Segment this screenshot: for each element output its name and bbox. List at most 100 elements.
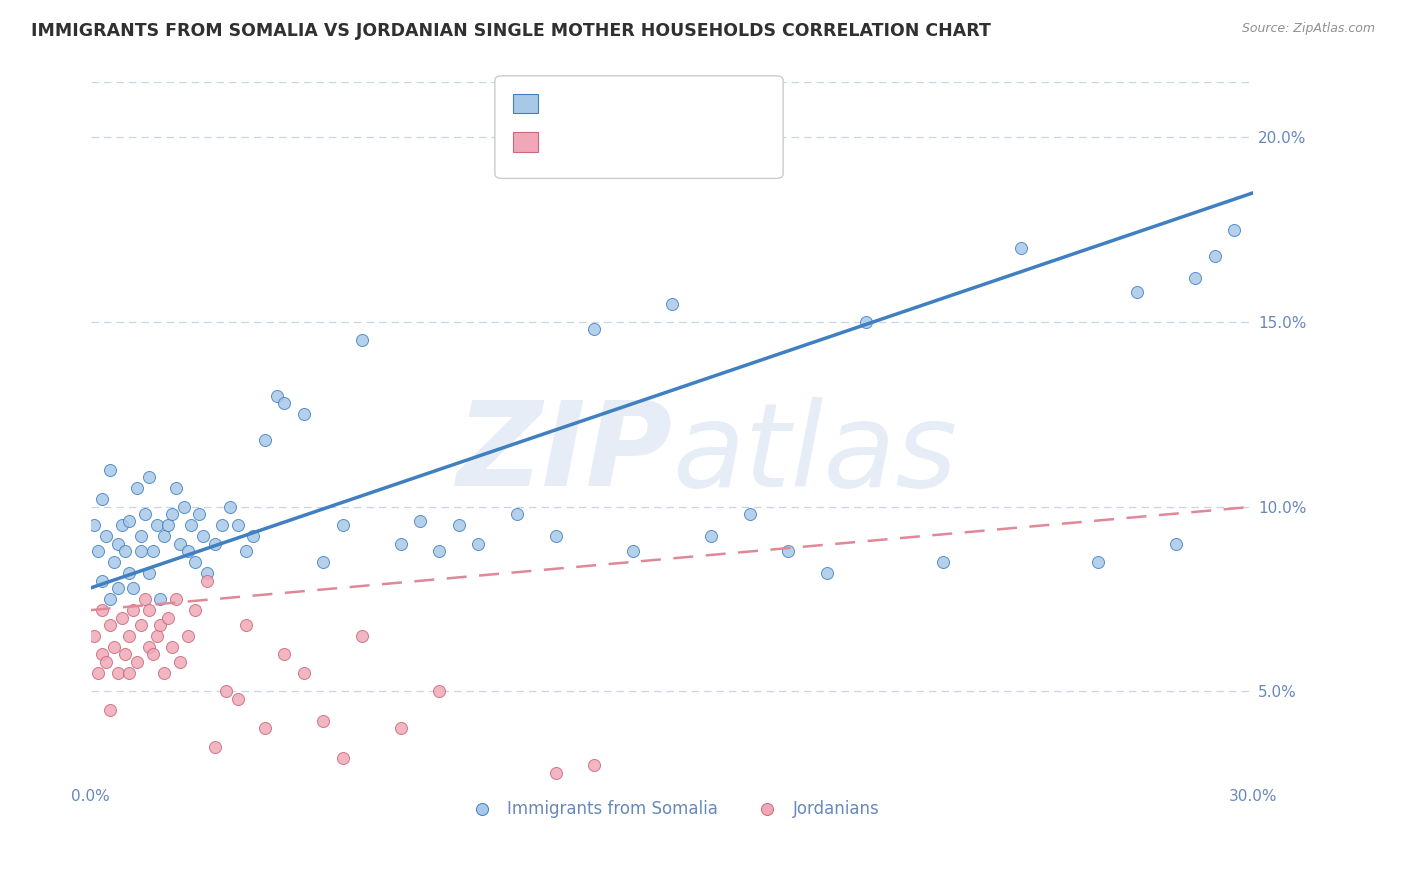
Point bbox=[700, 529, 723, 543]
Point bbox=[389, 722, 412, 736]
Point bbox=[142, 648, 165, 662]
Point bbox=[273, 396, 295, 410]
Point bbox=[129, 544, 152, 558]
Text: R =  0.149: R = 0.149 bbox=[547, 132, 643, 150]
Point bbox=[149, 618, 172, 632]
Point bbox=[204, 739, 226, 754]
Point bbox=[91, 492, 114, 507]
Point bbox=[103, 555, 125, 569]
Point bbox=[778, 544, 800, 558]
Point bbox=[855, 315, 877, 329]
Point bbox=[98, 618, 121, 632]
Point bbox=[429, 544, 451, 558]
Point bbox=[1010, 241, 1032, 255]
Point bbox=[661, 296, 683, 310]
Point bbox=[145, 518, 167, 533]
Point bbox=[160, 507, 183, 521]
Point bbox=[153, 529, 176, 543]
Point bbox=[1164, 536, 1187, 550]
Point bbox=[127, 481, 149, 495]
Point bbox=[350, 334, 373, 348]
Point bbox=[292, 665, 315, 680]
Point bbox=[184, 555, 207, 569]
Point bbox=[544, 765, 567, 780]
Point bbox=[235, 618, 257, 632]
Point bbox=[134, 507, 156, 521]
Point bbox=[242, 529, 264, 543]
Point bbox=[142, 544, 165, 558]
Text: N = 72: N = 72 bbox=[652, 94, 716, 112]
Point bbox=[204, 536, 226, 550]
Point bbox=[195, 574, 218, 588]
Text: ZIP: ZIP bbox=[456, 396, 672, 511]
Point bbox=[312, 555, 335, 569]
Point bbox=[98, 592, 121, 607]
Point bbox=[87, 544, 110, 558]
Point bbox=[138, 566, 160, 581]
Point bbox=[91, 603, 114, 617]
Point bbox=[447, 518, 470, 533]
Point bbox=[266, 389, 288, 403]
Point bbox=[235, 544, 257, 558]
Point bbox=[107, 536, 129, 550]
Point bbox=[292, 408, 315, 422]
Point bbox=[129, 529, 152, 543]
Point bbox=[1184, 270, 1206, 285]
Point bbox=[169, 536, 191, 550]
Point bbox=[389, 536, 412, 550]
Point bbox=[176, 544, 198, 558]
Point bbox=[254, 722, 277, 736]
Point bbox=[153, 665, 176, 680]
Point bbox=[157, 610, 180, 624]
Point bbox=[122, 603, 145, 617]
Point bbox=[94, 655, 117, 669]
Point bbox=[83, 629, 105, 643]
Point bbox=[98, 463, 121, 477]
Point bbox=[138, 470, 160, 484]
Point bbox=[107, 665, 129, 680]
Point bbox=[94, 529, 117, 543]
Point bbox=[506, 507, 529, 521]
Point bbox=[138, 603, 160, 617]
Point bbox=[169, 655, 191, 669]
Point bbox=[273, 648, 295, 662]
Point bbox=[83, 518, 105, 533]
Point bbox=[184, 603, 207, 617]
Point bbox=[111, 610, 134, 624]
Point bbox=[122, 581, 145, 595]
Text: N = 44: N = 44 bbox=[652, 132, 716, 150]
Point bbox=[583, 758, 606, 772]
Point bbox=[409, 515, 432, 529]
Point bbox=[332, 518, 354, 533]
Point bbox=[932, 555, 955, 569]
Point bbox=[1087, 555, 1109, 569]
Point bbox=[138, 640, 160, 654]
Point bbox=[312, 714, 335, 728]
Point bbox=[118, 515, 141, 529]
Point bbox=[188, 507, 211, 521]
Point bbox=[118, 665, 141, 680]
Point bbox=[226, 691, 249, 706]
Point bbox=[91, 648, 114, 662]
Point bbox=[254, 434, 277, 448]
Point bbox=[165, 592, 187, 607]
Point bbox=[160, 640, 183, 654]
Point bbox=[226, 518, 249, 533]
Point bbox=[129, 618, 152, 632]
Point bbox=[118, 566, 141, 581]
Point bbox=[134, 592, 156, 607]
Point bbox=[1126, 285, 1149, 300]
Point bbox=[350, 629, 373, 643]
Point bbox=[195, 566, 218, 581]
Legend: Immigrants from Somalia, Jordanians: Immigrants from Somalia, Jordanians bbox=[458, 793, 886, 824]
Point bbox=[103, 640, 125, 654]
Point bbox=[583, 322, 606, 336]
Point bbox=[149, 592, 172, 607]
Text: IMMIGRANTS FROM SOMALIA VS JORDANIAN SINGLE MOTHER HOUSEHOLDS CORRELATION CHART: IMMIGRANTS FROM SOMALIA VS JORDANIAN SIN… bbox=[31, 22, 991, 40]
Point bbox=[111, 518, 134, 533]
Point bbox=[165, 481, 187, 495]
Point bbox=[157, 518, 180, 533]
Point bbox=[191, 529, 214, 543]
Point bbox=[738, 507, 761, 521]
Point bbox=[467, 536, 489, 550]
